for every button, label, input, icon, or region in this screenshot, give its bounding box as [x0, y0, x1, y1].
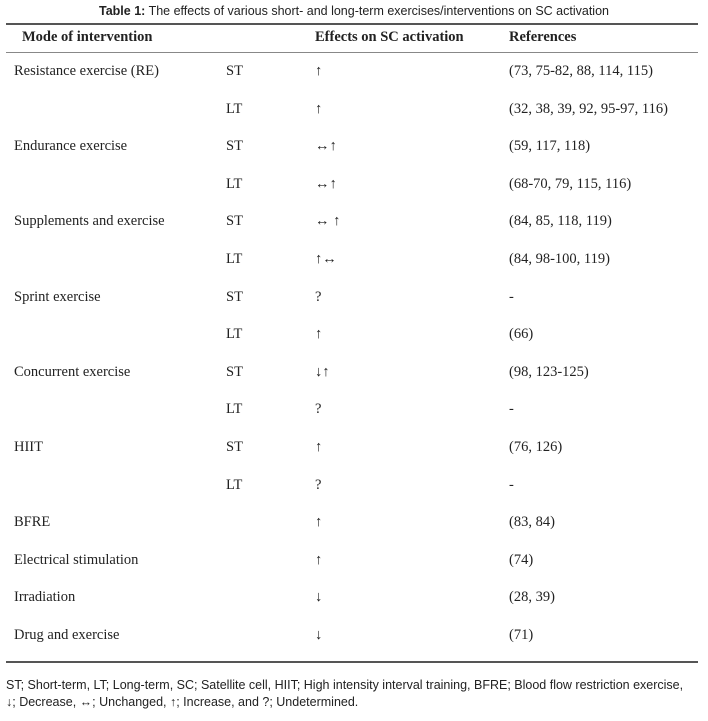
- table-row: BFRE ↑ (83, 84): [0, 514, 708, 552]
- table-top-rule: [6, 23, 698, 25]
- cell-term: ST: [226, 138, 243, 154]
- cell-term: ST: [226, 439, 243, 455]
- footnote-line-1: ST; Short-term, LT; Long-term, SC; Satel…: [6, 678, 684, 692]
- cell-mode: Electrical stimulation: [14, 552, 139, 568]
- cell-effect: ?: [315, 477, 322, 493]
- cell-references: -: [509, 289, 514, 305]
- cell-effect: ↓: [315, 589, 323, 605]
- cell-references: (71): [509, 627, 534, 643]
- table-row: HIIT ST ↑ (76, 126): [0, 439, 708, 477]
- cell-mode: BFRE: [14, 514, 51, 530]
- cell-effect: ↓↑: [315, 364, 330, 380]
- cell-references: (59, 117, 118): [509, 138, 591, 154]
- cell-effect: ↔↑: [315, 138, 337, 154]
- table-row: Resistance exercise (RE) ST ↑ (73, 75-82, 8…: [0, 63, 708, 101]
- table-row: Electrical stimulation ↑ (74): [0, 552, 708, 590]
- cell-mode: Sprint exercise: [14, 289, 101, 305]
- cell-effect: ↑: [315, 326, 323, 342]
- table-row: Concurrent exercise ST ↓↑ (98, 123-125): [0, 364, 708, 402]
- cell-references: (98, 123-125): [509, 364, 589, 380]
- cell-mode: Resistance exercise (RE): [14, 63, 159, 79]
- table-row: Sprint exercise ST? -: [0, 289, 708, 327]
- table-row: LT ↑ (66): [0, 326, 708, 364]
- cell-effect: ↑: [315, 63, 323, 79]
- table-header-rule: [6, 52, 698, 53]
- cell-references: (74): [509, 552, 534, 568]
- cell-term: ST: [226, 364, 243, 380]
- cell-effect: ↑: [315, 552, 323, 568]
- table-row: LT? -: [0, 477, 708, 515]
- cell-effect: ↑: [315, 514, 323, 530]
- cell-mode: Endurance exercise: [14, 138, 128, 154]
- cell-effect: ↓: [315, 627, 323, 643]
- cell-term: LT: [226, 251, 243, 267]
- cell-references: (66): [509, 326, 534, 342]
- cell-effect: ↔ ↑: [315, 213, 341, 229]
- cell-effect: ?: [315, 289, 322, 305]
- table-bottom-rule: [6, 661, 698, 663]
- table-row: LT ↑↔ (84, 98-100, 119): [0, 251, 708, 289]
- table-row: Supplements and exercise ST ↔ ↑ (84, 85, 11…: [0, 213, 708, 251]
- cell-term: ST: [226, 289, 243, 305]
- cell-references: (83, 84): [509, 514, 555, 530]
- header-effects: Effects on SC activation: [315, 29, 464, 45]
- header-references: References: [509, 29, 577, 45]
- cell-references: (73, 75-82, 88, 114, 115): [509, 63, 653, 79]
- table-row: Drug and exercise ↓ (71): [0, 627, 708, 665]
- cell-mode: Concurrent exercise: [14, 364, 131, 380]
- cell-references: (28, 39): [509, 589, 555, 605]
- cell-effect: ↑↔: [315, 251, 337, 267]
- table-caption-label: Table 1:: [99, 4, 146, 18]
- cell-term: LT: [226, 401, 243, 417]
- cell-references: -: [509, 401, 514, 417]
- cell-mode: Drug and exercise: [14, 627, 120, 643]
- cell-effect: ↑: [315, 101, 323, 117]
- cell-references: (84, 85, 118, 119): [509, 213, 612, 229]
- table-row: LT ↑ (32, 38, 39, 92, 95-97, 116): [0, 101, 708, 139]
- table-row: Endurance exercise ST ↔↑ (59, 117, 118): [0, 138, 708, 176]
- cell-mode: Supplements and exercise: [14, 213, 165, 229]
- cell-references: (84, 98-100, 119): [509, 251, 610, 267]
- cell-effect: ↔↑: [315, 176, 337, 192]
- table-row: LT ↔↑ (68-70, 79, 115, 116): [0, 176, 708, 214]
- cell-term: ST: [226, 63, 243, 79]
- cell-references: (32, 38, 39, 92, 95-97, 116): [509, 101, 668, 117]
- cell-term: LT: [226, 101, 243, 117]
- table-row: LT? -: [0, 401, 708, 439]
- cell-references: (76, 126): [509, 439, 563, 455]
- table-caption-text: The effects of various short- and long-t…: [145, 4, 609, 18]
- footnote-line-2: ↓; Decrease, ↔; Unchanged, ↑; Increase, …: [6, 695, 359, 709]
- cell-references: -: [509, 477, 514, 493]
- cell-mode: HIIT: [14, 439, 43, 455]
- cell-references: (68-70, 79, 115, 116): [509, 176, 632, 192]
- header-mode: Mode of intervention: [22, 29, 153, 45]
- cell-term: LT: [226, 326, 243, 342]
- cell-term: LT: [226, 477, 243, 493]
- cell-effect: ↑: [315, 439, 323, 455]
- table-row: Irradiation ↓ (28, 39): [0, 589, 708, 627]
- cell-term: ST: [226, 213, 243, 229]
- cell-term: LT: [226, 176, 243, 192]
- table-caption: Table 1: The effects of various short- a…: [0, 4, 708, 18]
- table-footnote: ST; Short-term, LT; Long-term, SC; Satel…: [6, 677, 704, 711]
- cell-effect: ?: [315, 401, 322, 417]
- cell-mode: Irradiation: [14, 589, 76, 605]
